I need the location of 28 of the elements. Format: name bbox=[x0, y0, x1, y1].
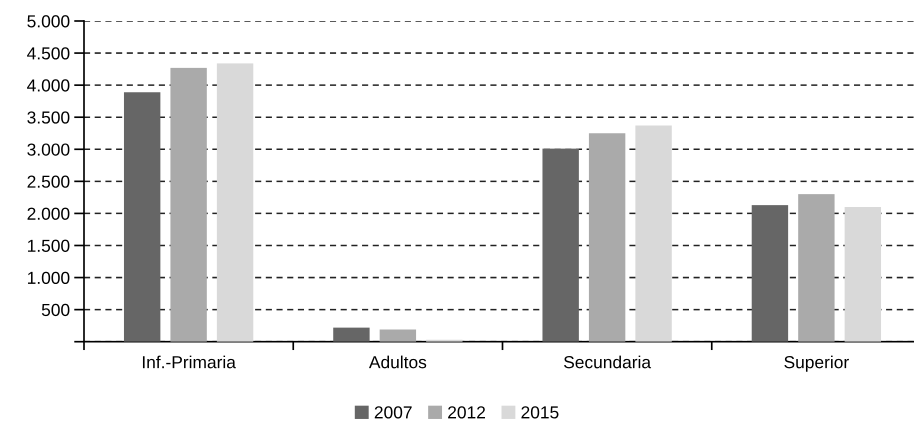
y-tick-label: 1.500 bbox=[28, 240, 70, 252]
y-tick-label: 2.500 bbox=[28, 176, 70, 188]
bar bbox=[216, 63, 254, 342]
y-tick-label: 3.000 bbox=[27, 143, 70, 156]
y-tick-label: 1.000 bbox=[28, 272, 70, 284]
bar bbox=[752, 205, 788, 342]
bar bbox=[380, 330, 416, 342]
legend-label: 2015 bbox=[521, 406, 558, 419]
legend-label: 2012 bbox=[448, 406, 485, 419]
y-tick-label: 4.000 bbox=[27, 79, 70, 92]
x-tick-label: Secundaria bbox=[564, 356, 652, 368]
bar bbox=[588, 133, 626, 342]
x-tick-label: Inf.-Primaria bbox=[142, 356, 236, 368]
bar bbox=[333, 328, 370, 342]
y-tick-label: 2.000 bbox=[28, 208, 70, 220]
bar bbox=[124, 92, 160, 342]
legend-label: 2007 bbox=[374, 406, 412, 419]
x-tick-label: Adultos bbox=[368, 356, 426, 368]
bar bbox=[170, 68, 207, 342]
y-tick-label: 500 bbox=[42, 304, 70, 316]
y-tick-label: 4.500 bbox=[27, 47, 70, 60]
bar bbox=[798, 194, 835, 342]
y-tick-label: 5.000 bbox=[27, 15, 70, 28]
y-tick-label: 3.500 bbox=[27, 111, 70, 124]
bar bbox=[844, 207, 882, 342]
x-tick-label: Superior bbox=[784, 356, 849, 372]
bar bbox=[635, 126, 672, 342]
bar bbox=[542, 148, 579, 342]
